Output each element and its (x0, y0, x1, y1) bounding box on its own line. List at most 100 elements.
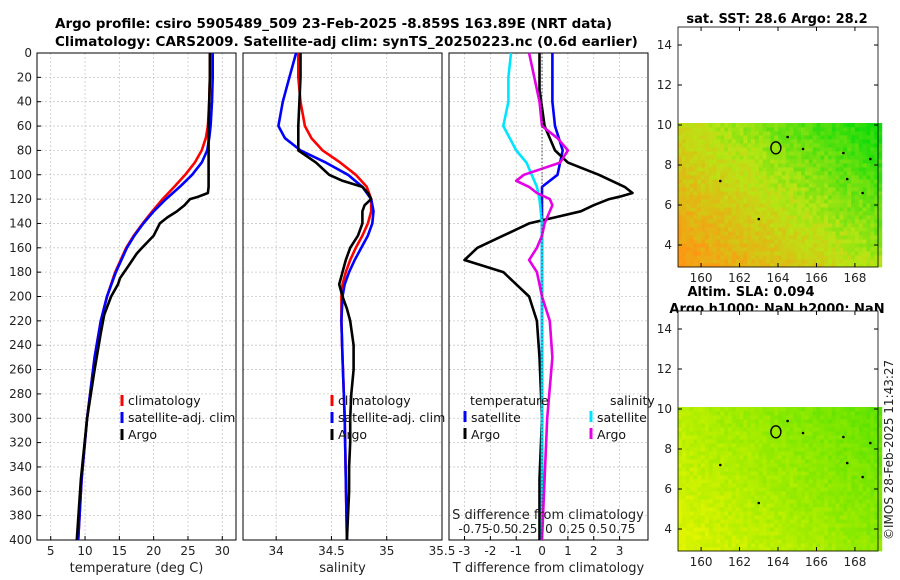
heatmap-cell (835, 235, 840, 240)
heatmap-cell (712, 243, 717, 248)
heatmap-cell (878, 247, 883, 252)
heatmap-cell (697, 467, 702, 472)
heatmap-cell (785, 471, 790, 476)
heatmap-cell (797, 495, 802, 500)
heatmap-cell (751, 443, 756, 448)
heatmap-cell (820, 243, 825, 248)
heatmap-cell (735, 475, 740, 480)
heatmap-cell (762, 415, 767, 420)
heatmap-cell (728, 511, 733, 516)
heatmap-cell (708, 527, 713, 532)
heatmap-cell (685, 523, 690, 528)
heatmap-cell (716, 419, 721, 424)
x-tick-label: 166 (805, 555, 828, 569)
heatmap-cell (712, 203, 717, 208)
heatmap-cell (778, 203, 783, 208)
y-tick-label: 0 (24, 46, 32, 60)
heatmap-cell (854, 495, 860, 500)
heatmap-cell (751, 171, 756, 176)
heatmap-cell (824, 235, 829, 240)
heatmap-cell (747, 123, 752, 128)
heatmap-cell (689, 407, 694, 412)
heatmap-cell (693, 219, 698, 224)
heatmap-cell (858, 239, 863, 244)
heatmap-cell (831, 479, 836, 484)
heatmap-cell (812, 535, 817, 540)
heatmap-cell (739, 151, 744, 156)
heatmap-cell (828, 215, 833, 220)
heatmap-cell (701, 527, 706, 532)
heatmap-cell (689, 175, 694, 180)
heatmap-cell (874, 499, 879, 504)
heatmap-cell (866, 251, 871, 256)
heatmap-cell (828, 163, 833, 168)
heatmap-cell (874, 231, 879, 236)
heatmap-cell (843, 515, 848, 520)
heatmap-cell (774, 519, 779, 524)
heatmap-cell (701, 131, 706, 136)
heatmap-cell (754, 239, 760, 244)
heatmap-cell (728, 195, 733, 200)
heatmap-cell (843, 147, 848, 152)
heatmap-cell (689, 439, 694, 444)
heatmap-cell (870, 511, 875, 516)
heatmap-cell (739, 447, 744, 452)
heatmap-cell (751, 255, 756, 260)
heatmap-cell (774, 255, 779, 260)
heatmap-cell (878, 155, 883, 160)
heatmap-cell (835, 171, 840, 176)
heatmap-cell (808, 251, 813, 256)
heatmap-cell (824, 223, 829, 228)
heatmap-cell (758, 523, 763, 528)
heatmap-cell (862, 455, 867, 460)
island-marker (869, 441, 872, 445)
heatmap-cell (685, 259, 690, 264)
heatmap-cell (681, 507, 686, 512)
heatmap-cell (866, 507, 871, 512)
heatmap-cell (866, 171, 871, 176)
heatmap-cell (812, 147, 817, 152)
heatmap-cell (724, 451, 729, 456)
heatmap-cell (839, 135, 844, 140)
heatmap-cell (812, 227, 817, 232)
difference-panel: -3 -2 -1 0 1 2 3T difference from climatologyt… (448, 52, 655, 576)
heatmap-cell (820, 179, 825, 184)
heatmap-cell (793, 259, 798, 264)
heatmap-cell (854, 487, 860, 492)
heatmap-cell (797, 431, 802, 436)
heatmap-cell (716, 459, 721, 464)
heatmap-cell (697, 211, 702, 216)
heatmap-cell (728, 219, 733, 224)
heatmap-cell (689, 131, 694, 136)
heatmap-cell (816, 407, 821, 412)
heatmap-cell (820, 239, 825, 244)
heatmap-cell (716, 207, 721, 212)
heatmap-cell (739, 459, 744, 464)
heatmap-cell (731, 479, 736, 484)
heatmap-cell (812, 131, 817, 136)
heatmap-cell (678, 191, 683, 196)
heatmap-cell (697, 235, 702, 240)
heatmap-cell (689, 231, 694, 236)
heatmap-cell (685, 179, 690, 184)
heatmap-cell (824, 155, 829, 160)
heatmap-cell (766, 507, 771, 512)
y-tick-label: 300 (9, 411, 32, 425)
heatmap-cell (712, 511, 717, 516)
heatmap-cell (801, 171, 806, 176)
heatmap-cell (785, 447, 790, 452)
heatmap-cell (874, 423, 879, 428)
heatmap-cell (678, 523, 683, 528)
y-tick-label: 10 (657, 402, 672, 416)
heatmap-cell (697, 447, 702, 452)
heatmap-cell (781, 211, 786, 216)
heatmap-cell (797, 411, 802, 416)
heatmap-cell (839, 211, 844, 216)
heatmap-cell (774, 207, 779, 212)
heatmap-cell (708, 235, 713, 240)
heatmap-cell (743, 151, 748, 156)
heatmap-cell (689, 247, 694, 252)
heatmap-cell (708, 447, 713, 452)
heatmap-cell (708, 455, 713, 460)
